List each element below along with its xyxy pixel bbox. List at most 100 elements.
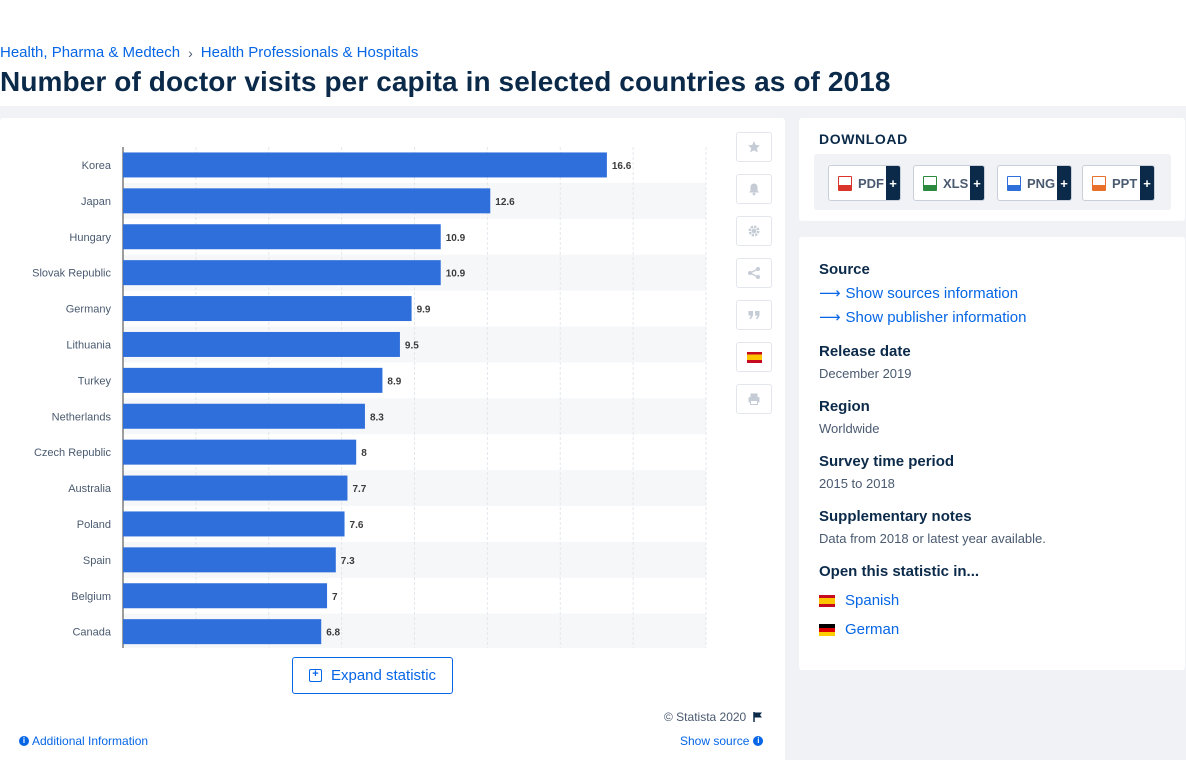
open-in-german-link[interactable]: German <box>819 621 899 638</box>
region-value: Worldwide <box>819 421 880 436</box>
download-pdf-label: PDF <box>858 175 884 191</box>
copyright-text: © Statista 2020 <box>664 710 747 724</box>
plus-icon: + <box>1140 166 1154 200</box>
spanish-flag-icon <box>746 351 762 363</box>
plus-icon: + <box>1057 166 1071 200</box>
page-title: Number of doctor visits per capita in se… <box>0 66 891 97</box>
data-label: 7 <box>332 592 338 603</box>
data-label: 9.5 <box>405 340 419 351</box>
data-label: 16.6 <box>612 161 632 172</box>
bar <box>123 619 322 645</box>
category-label: Korea <box>82 160 112 172</box>
supplementary-notes-heading: Supplementary notes <box>819 508 972 525</box>
download-button-row: PDF + XLS + PNG + PPT + <box>814 154 1171 210</box>
ppt-file-icon <box>1092 175 1106 191</box>
language-spanish-button[interactable] <box>736 342 772 372</box>
additional-information-label: Additional Information <box>32 734 149 748</box>
data-label: 7.3 <box>341 556 355 567</box>
bell-icon <box>749 183 759 196</box>
bar <box>123 403 365 429</box>
data-label: 8 <box>361 448 367 459</box>
bar <box>123 583 328 609</box>
category-label: Lithuania <box>66 339 112 351</box>
survey-period-value: 2015 to 2018 <box>819 476 895 491</box>
statistic-info-card: Source ⟶ Show sources information ⟶ Show… <box>799 237 1185 670</box>
data-label: 6.8 <box>326 628 340 639</box>
german-flag-icon <box>819 623 835 636</box>
download-xls-label: XLS <box>943 175 969 191</box>
expand-statistic-button[interactable]: + Expand statistic <box>292 657 453 694</box>
plus-icon: + <box>886 166 900 200</box>
show-publisher-label: Show publisher information <box>845 308 1027 326</box>
download-pdf-button[interactable]: PDF + <box>828 165 901 201</box>
pdf-file-icon <box>838 175 852 191</box>
plus-icon: + <box>970 166 984 200</box>
bar <box>123 331 400 357</box>
category-label: Turkey <box>78 375 112 387</box>
breadcrumb-link-hospitals[interactable]: Health Professionals & Hospitals <box>200 44 419 61</box>
bar <box>123 188 491 214</box>
arrow-right-icon: ⟶ <box>819 309 841 326</box>
arrow-right-icon: ⟶ <box>819 285 841 302</box>
share-button[interactable] <box>736 258 772 288</box>
data-label: 7.7 <box>352 484 366 495</box>
download-png-label: PNG <box>1027 175 1056 191</box>
category-label: Spain <box>83 555 111 567</box>
download-card: DOWNLOAD PDF + XLS + PNG + PPT + <box>799 118 1185 221</box>
category-label: Japan <box>81 196 111 208</box>
settings-button[interactable] <box>736 216 772 246</box>
download-ppt-label: PPT <box>1112 175 1138 191</box>
star-icon <box>748 141 760 153</box>
chart-tools <box>736 132 772 426</box>
spanish-flag-icon <box>819 594 835 607</box>
show-sources-link[interactable]: ⟶ Show sources information <box>819 284 1018 303</box>
quote-icon <box>748 311 760 319</box>
citation-button[interactable] <box>736 300 772 330</box>
print-button[interactable] <box>736 384 772 414</box>
copyright-notice: © Statista 2020 <box>664 710 764 724</box>
data-label: 10.9 <box>446 269 466 280</box>
download-ppt-button[interactable]: PPT + <box>1082 165 1155 201</box>
download-xls-button[interactable]: XLS + <box>913 165 985 201</box>
release-date-value: December 2019 <box>819 366 912 381</box>
show-source-label: Show source <box>680 734 750 748</box>
data-label: 7.6 <box>350 520 364 531</box>
survey-period-heading: Survey time period <box>819 453 955 470</box>
open-statistic-heading: Open this statistic in... <box>819 563 980 580</box>
favorite-button[interactable] <box>736 132 772 162</box>
xls-file-icon <box>923 175 937 191</box>
breadcrumb-link-health[interactable]: Health, Pharma & Medtech <box>0 44 181 61</box>
additional-information-link[interactable]: i Additional Information <box>19 734 148 748</box>
category-label: Canada <box>72 627 111 639</box>
gear-icon <box>748 225 760 237</box>
show-publisher-link[interactable]: ⟶ Show publisher information <box>819 308 1027 327</box>
category-label: Hungary <box>69 232 111 244</box>
category-label: Czech Republic <box>34 447 112 459</box>
expand-icon: + <box>308 669 322 682</box>
flag-report-icon[interactable] <box>752 711 764 723</box>
category-label: Poland <box>77 519 111 531</box>
expand-statistic-label: Expand statistic <box>330 667 437 684</box>
spanish-label: Spanish <box>845 592 900 609</box>
bar <box>123 224 441 250</box>
data-label: 9.9 <box>417 305 431 316</box>
bar <box>123 367 383 393</box>
open-in-spanish-link[interactable]: Spanish <box>819 592 899 609</box>
download-png-button[interactable]: PNG + <box>997 165 1072 201</box>
notification-button[interactable] <box>736 174 772 204</box>
category-label: Australia <box>68 483 112 495</box>
show-source-link[interactable]: Show source i <box>680 734 764 748</box>
category-label: Netherlands <box>52 411 112 423</box>
bar <box>123 439 357 465</box>
data-label: 8.9 <box>387 376 401 387</box>
bar <box>123 547 336 573</box>
data-label: 12.6 <box>495 197 515 208</box>
bar <box>123 260 441 286</box>
bar <box>123 475 348 501</box>
info-icon: i <box>19 736 29 746</box>
bar-chart: Korea 16.6 Japan 12.6 Hungary 10.9 Slovak Repu… <box>32 147 707 648</box>
category-label: Germany <box>66 304 112 316</box>
chart-card: Korea 16.6 Japan 12.6 Hungary 10.9 Slovak Repu… <box>0 118 785 760</box>
chart-fade-overlay <box>0 693 720 760</box>
release-date-heading: Release date <box>819 343 911 360</box>
